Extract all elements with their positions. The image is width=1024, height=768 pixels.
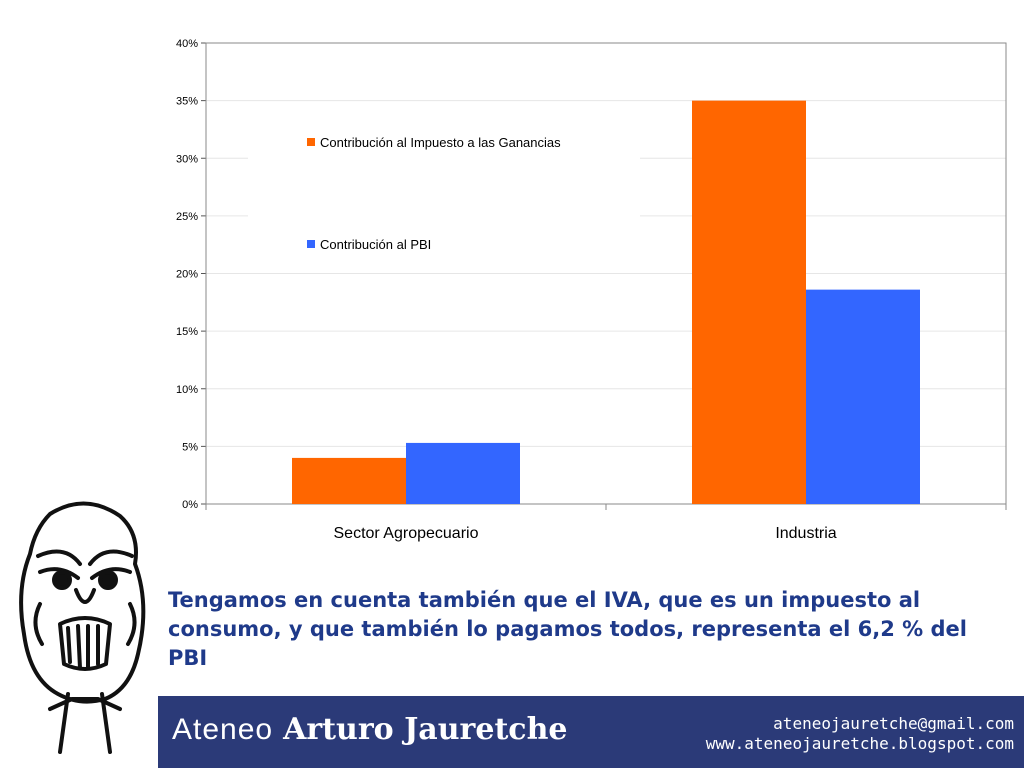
- y-tick-label: 0%: [182, 499, 198, 511]
- y-tick-label: 20%: [176, 269, 198, 281]
- y-tick-label: 15%: [176, 326, 198, 338]
- rage-face-illustration: [19, 501, 146, 754]
- bar: [692, 100, 806, 504]
- y-tick-label: 10%: [176, 384, 198, 396]
- contact-info: ateneojauretche@gmail.com www.ateneojaur…: [706, 714, 1014, 754]
- bar: [406, 442, 520, 504]
- y-tick-label: 35%: [176, 96, 198, 108]
- bar-chart: 0% 5% 10% 15% 20% 25% 30% 35% 40% Sector Agropecu…: [176, 38, 1007, 542]
- x-category-label: Industria: [775, 525, 836, 542]
- bar: [806, 289, 920, 504]
- bar: [292, 457, 406, 504]
- website-url: www.ateneojauretche.blogspot.com: [705, 734, 1014, 753]
- legend-label: Contribución al PBI: [320, 237, 431, 252]
- legend-swatch: [307, 138, 315, 146]
- y-tick-label: 40%: [176, 38, 198, 50]
- y-tick-label: 5%: [182, 441, 198, 453]
- y-tick-label: 30%: [176, 153, 198, 165]
- footer-banner: Ateneo Arturo Jauretche ateneojauretche@g…: [158, 696, 1024, 768]
- x-category-label: Sector Agropecuario: [334, 525, 479, 542]
- legend-box: [248, 128, 640, 248]
- email-address: ateneojauretche@gmail.com: [773, 714, 1014, 733]
- legend-label: Contribución al Impuesto a las Ganancias: [320, 135, 561, 150]
- brand-arturo-jauretche: Arturo Jauretche: [283, 712, 568, 747]
- brand-title: Ateneo Arturo Jauretche: [172, 712, 567, 748]
- y-tick-label: 25%: [176, 211, 198, 223]
- brand-ateneo: Ateneo: [172, 713, 274, 746]
- legend-swatch: [307, 240, 315, 248]
- slide-caption: Tengamos en cuenta también que el IVA, q…: [168, 588, 967, 670]
